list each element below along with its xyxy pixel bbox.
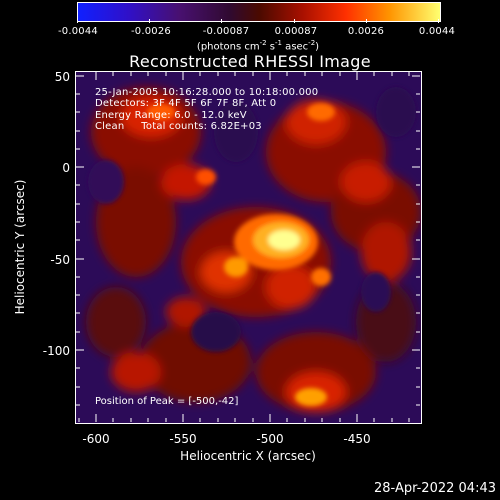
info-clean-counts: Clean Total counts: 6.82E+03 bbox=[95, 121, 262, 132]
plot-title: Reconstructed RHESSI Image bbox=[129, 52, 371, 71]
y-tick-label: 50 bbox=[54, 70, 70, 84]
colorbar-tick-label: -0.00087 bbox=[202, 26, 250, 37]
y-axis-title: Heliocentric Y (arcsec) bbox=[13, 179, 27, 315]
units-text: ) bbox=[315, 41, 320, 53]
colorbar-tick bbox=[438, 19, 439, 23]
info-detectors: Detectors: 3F 4F 5F 6F 7F 8F, Att 0 bbox=[95, 98, 277, 109]
rhessi-image bbox=[76, 72, 421, 423]
timestamp: 28-Apr-2022 04:43 bbox=[374, 481, 496, 496]
info-energy-range: Energy Range: 6.0 - 12.0 keV bbox=[95, 110, 247, 121]
x-axis-title: Heliocentric X (arcsec) bbox=[180, 449, 316, 463]
y-tick-label: -50 bbox=[50, 253, 70, 267]
units-exponent: -2 bbox=[259, 39, 267, 47]
colorbar-tick-label: 0.0044 bbox=[418, 26, 456, 37]
y-tick-label: 0 bbox=[62, 161, 70, 175]
colorbar-units: (photons cm-2 s-1 asec-2) bbox=[197, 39, 319, 52]
colorbar-tick bbox=[294, 19, 295, 23]
colorbar-tick-label: 0.00087 bbox=[274, 26, 318, 37]
peak-position: Position of Peak = [-500,-42] bbox=[95, 396, 239, 407]
colorbar-tick-label: -0.0026 bbox=[131, 26, 171, 37]
rhessi-heatmap bbox=[76, 72, 421, 423]
info-time-range: 25-Jan-2005 10:16:28.000 to 10:18:00.000 bbox=[95, 87, 319, 98]
colorbar-tick-label: -0.0044 bbox=[58, 26, 98, 37]
units-exponent: -2 bbox=[308, 39, 316, 47]
units-text: (photons cm bbox=[196, 41, 260, 53]
x-tick-label: -550 bbox=[169, 432, 197, 446]
x-tick-label: -600 bbox=[82, 432, 110, 446]
colorbar-tick bbox=[366, 19, 367, 23]
x-tick-label: -500 bbox=[256, 432, 284, 446]
units-text: asec bbox=[282, 41, 309, 53]
units-text: s bbox=[266, 41, 276, 53]
colorbar-tick bbox=[149, 19, 150, 23]
y-tick-label: -100 bbox=[42, 344, 70, 358]
colorbar bbox=[77, 2, 441, 22]
colorbar-tick bbox=[77, 19, 78, 23]
colorbar-tick bbox=[221, 19, 222, 23]
units-exponent: -1 bbox=[275, 39, 283, 47]
colorbar-tick-label: 0.0026 bbox=[347, 26, 385, 37]
x-tick-label: -450 bbox=[343, 432, 371, 446]
